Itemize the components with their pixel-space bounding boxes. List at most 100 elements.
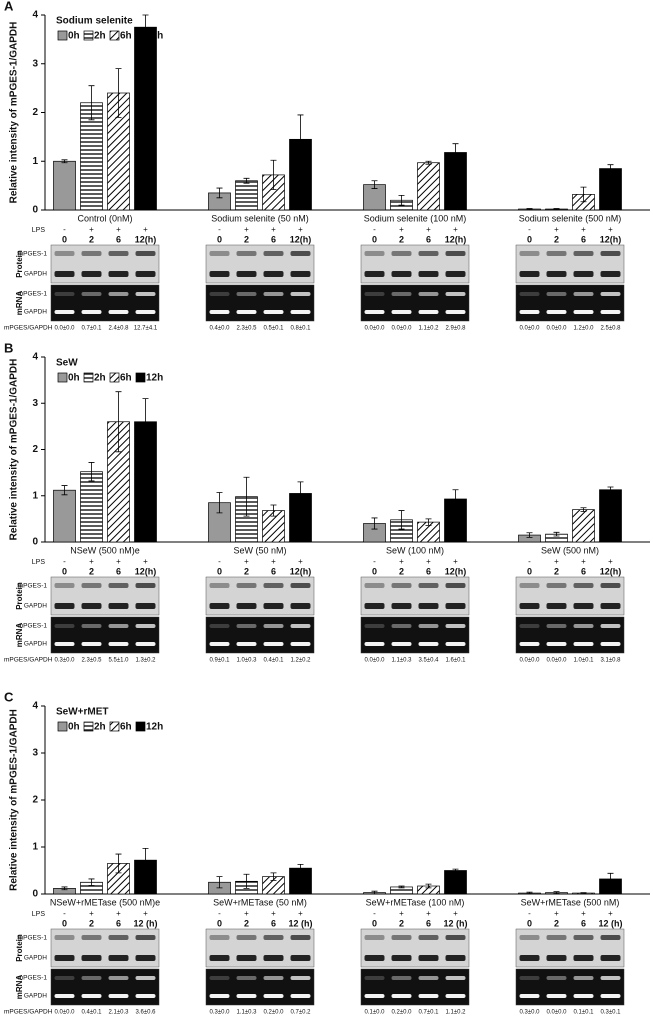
blot-row-label: mPGES-1 bbox=[18, 975, 48, 982]
blot-band bbox=[364, 310, 385, 314]
blot-band bbox=[54, 583, 75, 588]
blot-band bbox=[418, 603, 439, 609]
bar bbox=[53, 160, 76, 211]
lps-sign: + bbox=[426, 909, 431, 918]
ratio-value: 2.4±0.8 bbox=[109, 326, 130, 332]
blot-band bbox=[108, 624, 129, 628]
blot-band bbox=[519, 642, 540, 646]
lps-sign: + bbox=[453, 557, 458, 566]
lps-sign: + bbox=[399, 909, 404, 918]
section-label: Protein bbox=[15, 250, 24, 278]
x-tick-label: SeW+rMETase (100 nM) bbox=[366, 897, 465, 907]
ratio-value: 1.0±0.3 bbox=[237, 658, 258, 664]
blot-band bbox=[573, 603, 594, 609]
y-axis-label: Relative intensity of mPGES-1/GAPDH bbox=[9, 359, 20, 541]
blot-band bbox=[600, 271, 621, 277]
blot-row-label: GAPDH bbox=[24, 955, 47, 962]
blot-row-label: GAPDH bbox=[24, 309, 47, 316]
time-label: 12(h) bbox=[445, 566, 467, 576]
blot-band bbox=[418, 251, 439, 256]
blot-band bbox=[418, 624, 439, 628]
lps-sign: - bbox=[218, 909, 221, 918]
blot-band bbox=[391, 292, 412, 296]
blot-band bbox=[519, 271, 540, 277]
blot-band bbox=[364, 583, 385, 588]
error-bar bbox=[580, 507, 587, 512]
bar bbox=[444, 870, 467, 895]
blot-row-label: mPGES-1 bbox=[18, 623, 48, 630]
ratio-value: 1.1±0.3 bbox=[392, 658, 413, 664]
lps-sign: + bbox=[116, 557, 121, 566]
blot-band bbox=[108, 603, 129, 609]
blot-band bbox=[54, 955, 75, 961]
time-label: 6 bbox=[581, 234, 586, 244]
ratio-value: 2.5±0.8 bbox=[601, 326, 622, 332]
blot-band bbox=[519, 292, 540, 296]
panel-label: B bbox=[4, 340, 13, 355]
blot-band bbox=[108, 583, 129, 588]
time-label: 12(h) bbox=[135, 566, 157, 576]
time-label: 12(h) bbox=[445, 234, 467, 244]
bar bbox=[599, 489, 622, 543]
time-label: 2 bbox=[89, 566, 94, 576]
blot-band bbox=[81, 292, 102, 296]
blot-band bbox=[81, 994, 102, 998]
error-bar bbox=[61, 886, 68, 891]
blot-band bbox=[546, 271, 567, 277]
blot-band bbox=[391, 603, 412, 609]
blot-band bbox=[209, 994, 230, 998]
legend-label: 12h bbox=[146, 722, 163, 733]
section-label: Protein bbox=[15, 934, 24, 962]
blot-band bbox=[236, 310, 257, 314]
blot-band bbox=[209, 310, 230, 314]
blot-band bbox=[236, 271, 257, 277]
blot-band bbox=[519, 955, 540, 961]
time-label: 0 bbox=[372, 918, 377, 928]
blot-band bbox=[209, 271, 230, 277]
lps-sign: + bbox=[298, 909, 303, 918]
protein-blot bbox=[50, 576, 160, 616]
blot-band bbox=[290, 271, 311, 277]
section-label: Protein bbox=[15, 582, 24, 610]
blot-band bbox=[391, 271, 412, 277]
lps-sign: - bbox=[373, 909, 376, 918]
error-bar bbox=[270, 872, 277, 881]
blot-band bbox=[418, 955, 439, 961]
ratio-value: 0.3±0.0 bbox=[520, 1010, 541, 1016]
legend-label: 2h bbox=[94, 373, 106, 384]
lps-label: LPS bbox=[32, 911, 46, 918]
time-label: 2 bbox=[399, 918, 404, 928]
ratio-value: 0.2±0.0 bbox=[264, 1010, 285, 1016]
blot-band bbox=[364, 642, 385, 646]
time-label: 0 bbox=[62, 566, 67, 576]
lps-sign: + bbox=[581, 557, 586, 566]
blot-band bbox=[573, 935, 594, 940]
blot-band bbox=[519, 583, 540, 588]
blot-band bbox=[418, 271, 439, 277]
blot-band bbox=[391, 935, 412, 940]
blot-band bbox=[519, 976, 540, 980]
blot-band bbox=[263, 583, 284, 588]
ratio-value: 0.0±0.0 bbox=[547, 658, 568, 664]
time-label: 2 bbox=[399, 234, 404, 244]
time-label: 6 bbox=[271, 234, 276, 244]
bar bbox=[80, 471, 103, 543]
protein-blot bbox=[515, 928, 625, 968]
error-bar bbox=[425, 883, 432, 889]
blot-band bbox=[391, 642, 412, 646]
y-tick-label: 3 bbox=[32, 398, 38, 409]
blot-band bbox=[54, 603, 75, 609]
lps-sign: - bbox=[218, 557, 221, 566]
error-bar bbox=[553, 208, 560, 210]
blot-band bbox=[600, 292, 621, 296]
blot-band bbox=[135, 583, 156, 588]
blot-band bbox=[263, 642, 284, 646]
ratio-value: 0.1±0.1 bbox=[574, 1010, 595, 1016]
blot-band bbox=[54, 292, 75, 296]
y-tick-label: 4 bbox=[32, 352, 38, 363]
legend-label: 6h bbox=[120, 722, 132, 733]
panel-label: C bbox=[4, 689, 14, 704]
blot-band bbox=[364, 603, 385, 609]
protein-blot bbox=[50, 928, 160, 968]
error-bar bbox=[425, 518, 432, 526]
